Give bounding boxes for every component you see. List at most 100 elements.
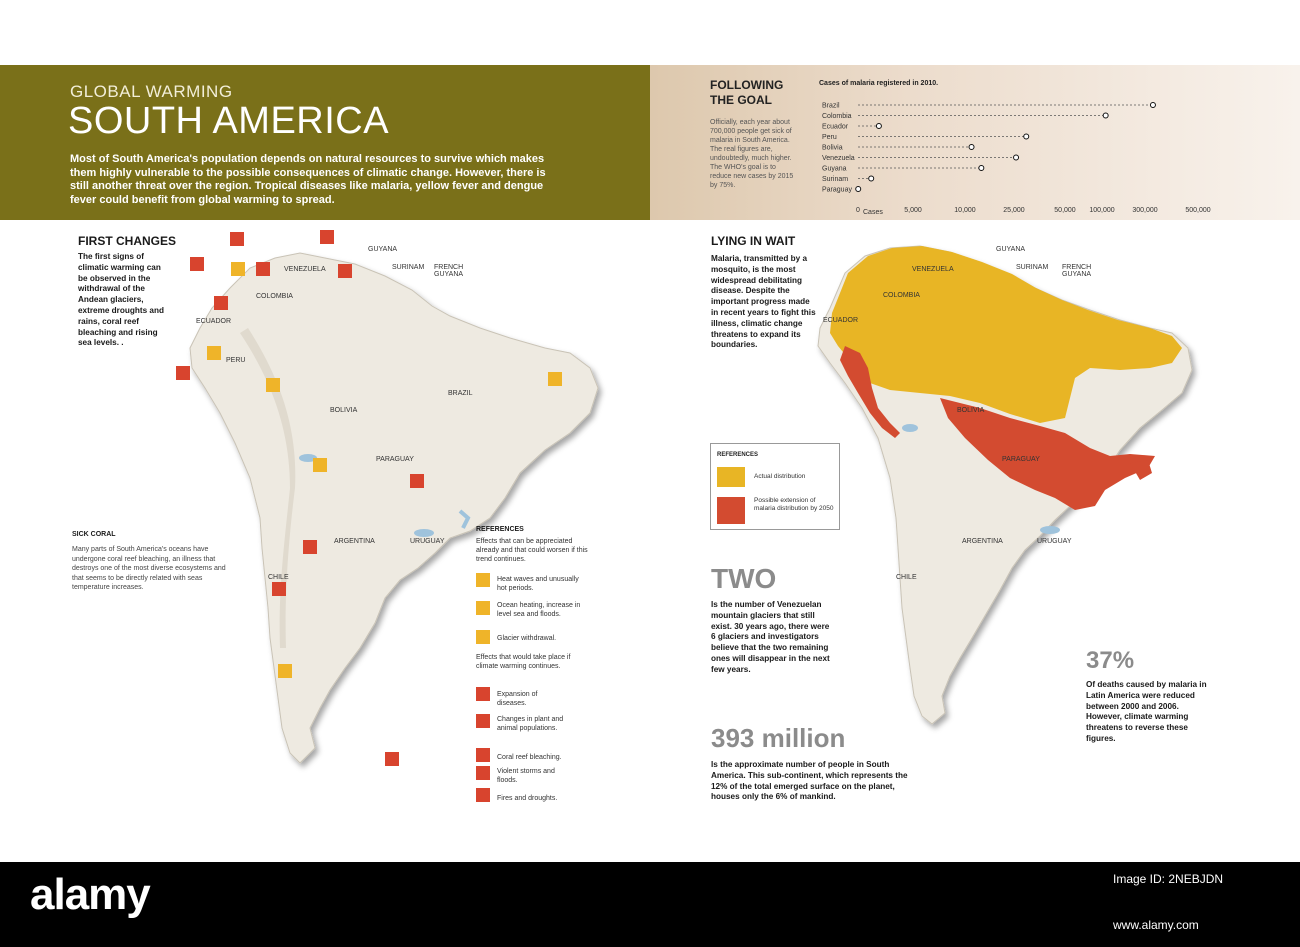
label-brazil: BRAZIL: [448, 390, 473, 397]
disease-icon: [338, 264, 352, 278]
sick-coral-title: SICK CORAL: [72, 531, 116, 538]
storm-icon: [476, 766, 490, 780]
chart-data-point: [855, 186, 862, 192]
label-venezuela: VENEZUELA: [912, 266, 954, 273]
glacier-icon: [266, 378, 280, 392]
heat-wave-icon: [207, 346, 221, 360]
goal-title: FOLLOWING THE GOAL: [710, 78, 784, 107]
chart-tick-label: 25,000: [1003, 207, 1025, 214]
chart-data-point: [1102, 112, 1109, 119]
possible-extension-swatch: [717, 497, 745, 524]
label-surinam: SURINAM: [392, 264, 425, 271]
label-peru: PERU: [226, 357, 246, 364]
label-paraguay: PARAGUAY: [1002, 456, 1040, 463]
disease-icon: [410, 474, 424, 488]
brand-logo: alamy: [30, 870, 151, 919]
disease-icon: [476, 687, 490, 701]
label-uruguay: URUGUAY: [1037, 538, 1072, 545]
lying-in-wait-text: Malaria, transmitted by a mosquito, is t…: [711, 254, 816, 350]
goal-text: Officially, each year about 700,000 peop…: [710, 119, 794, 189]
coral-icon: [190, 257, 204, 271]
fire-icon: [476, 788, 490, 802]
label-ecuador: ECUADOR: [823, 317, 859, 324]
plant-animal-icon: [385, 752, 399, 766]
kicker: GLOBAL WARMING: [70, 82, 233, 101]
chart-tick-label: 10,000: [954, 207, 976, 214]
label-french-guyana: FRENCH GUYANA: [434, 264, 464, 278]
label-argentina: ARGENTINA: [962, 538, 1003, 545]
label-paraguay: PARAGUAY: [376, 456, 414, 463]
coral-icon: [476, 748, 490, 762]
glacier-icon: [231, 262, 245, 276]
chart-data-point: [868, 175, 875, 182]
chart-tick-label: 0: [856, 207, 860, 214]
label-uruguay: URUGUAY: [410, 538, 445, 545]
label-ecuador: ECUADOR: [196, 318, 232, 325]
references-title: REFERENCES: [717, 452, 759, 458]
ref-disease-label: Expansion of diseases.: [497, 691, 538, 707]
coral-icon: [176, 366, 190, 380]
first-changes-title: FIRST CHANGES: [78, 234, 177, 248]
header-band-right: [650, 65, 1300, 220]
chart-data-point: [875, 123, 882, 129]
chart-category-label: Surinam: [822, 176, 848, 183]
label-chile: CHILE: [896, 574, 917, 581]
chart-category-label: Venezuela: [822, 155, 855, 162]
image-id: Image ID: 2NEBJDN: [1113, 872, 1224, 886]
chart-tick-label: 300,000: [1132, 207, 1157, 214]
label-bolivia: BOLIVIA: [330, 407, 358, 414]
chart-data-point: [1149, 102, 1156, 108]
coral-icon: [230, 232, 244, 246]
ref-storms-label: Violent storms and floods.: [497, 768, 555, 784]
references-intro-future: Effects that would take place if climate…: [476, 654, 571, 670]
label-french-guyana: FRENCH GUYANA: [1062, 264, 1092, 278]
label-guyana: GUYANA: [996, 246, 1026, 253]
ref-heat-label: Heat waves and unusually hot periods.: [497, 576, 579, 592]
population-stat: 393 million: [711, 723, 846, 753]
ref-glacier-label: Glacier withdrawal.: [497, 635, 557, 642]
chart-category-label: Guyana: [822, 166, 847, 173]
ocean-heating-icon: [476, 601, 490, 615]
storm-icon: [214, 296, 228, 310]
chart-category-label: Paraguay: [822, 187, 852, 194]
storm-icon: [256, 262, 270, 276]
chart-data-point: [1023, 133, 1030, 140]
page-title: SOUTH AMERICA: [68, 100, 390, 142]
chart-tick-label: 50,000: [1054, 207, 1076, 214]
actual-distribution-label: Actual distribution: [754, 473, 806, 480]
label-venezuela: VENEZUELA: [284, 266, 326, 273]
heat-wave-icon: [313, 458, 327, 472]
chart-tick-label: 500,000: [1185, 207, 1210, 214]
chart-data-point: [978, 165, 985, 171]
actual-distribution-swatch: [717, 467, 745, 487]
two-stat: TWO: [711, 563, 777, 594]
malaria-references-box: REFERENCES Actual distribution Possible …: [710, 443, 840, 530]
ref-coral-label: Coral reef bleaching.: [497, 754, 562, 761]
references-intro-present: Effects that can be appreciated already …: [476, 538, 588, 563]
population-stat-text: Is the approximate number of people in S…: [711, 760, 908, 802]
ocean-heating-icon: [548, 372, 562, 386]
chart-category-label: Brazil: [822, 103, 840, 110]
south-america-malaria-map: [817, 245, 1193, 725]
label-bolivia: BOLIVIA: [957, 407, 985, 414]
label-chile: CHILE: [268, 574, 289, 581]
chart-category-label: Colombia: [822, 113, 852, 120]
malaria-cases-chart: Cases of malaria registered in 2010. Bra…: [819, 80, 1211, 216]
chart-data-point: [968, 144, 975, 150]
first-changes-text: The first signs of climatic warming can …: [78, 252, 164, 348]
ref-plants-label: Changes in plant and animal populations.: [497, 716, 564, 732]
percent-stat: 37%: [1086, 647, 1135, 674]
label-argentina: ARGENTINA: [334, 538, 375, 545]
glacier-icon: [476, 630, 490, 644]
chart-axis-label: Cases: [863, 209, 883, 216]
label-colombia: COLOMBIA: [256, 293, 293, 300]
header-band-left: [0, 65, 650, 220]
south-america-map-left: [189, 252, 599, 764]
label-colombia: COLOMBIA: [883, 292, 920, 299]
references-title: REFERENCES: [476, 526, 524, 533]
chart-category-label: Ecuador: [822, 124, 849, 131]
sick-coral-text: Many parts of South America's oceans hav…: [72, 546, 226, 591]
chart-tick-label: 100,000: [1089, 207, 1114, 214]
chart-tick-label: 5,000: [904, 207, 922, 214]
